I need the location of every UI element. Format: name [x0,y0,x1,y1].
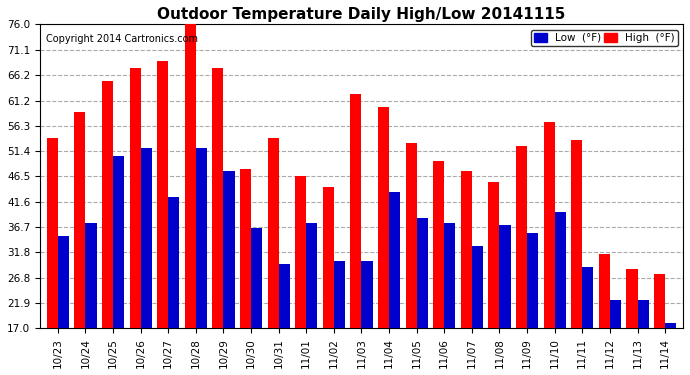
Bar [544,122,555,328]
Bar [86,223,97,328]
Bar [555,213,566,328]
Bar [141,148,152,328]
Bar [279,264,290,328]
Bar [444,223,455,328]
Text: Copyright 2014 Cartronics.com: Copyright 2014 Cartronics.com [46,34,198,44]
Bar [417,217,428,328]
Legend: Low  (°F), High  (°F): Low (°F), High (°F) [531,30,678,46]
Bar [516,146,527,328]
Bar [334,261,345,328]
Bar [157,60,168,328]
Bar [224,171,235,328]
Bar [406,143,417,328]
Bar [268,138,279,328]
Bar [130,68,141,328]
Bar [58,236,69,328]
Bar [306,223,317,328]
Bar [654,274,665,328]
Bar [362,261,373,328]
Title: Outdoor Temperature Daily High/Low 20141115: Outdoor Temperature Daily High/Low 20141… [157,7,566,22]
Bar [571,140,582,328]
Bar [500,225,511,328]
Bar [295,176,306,328]
Bar [489,182,500,328]
Bar [378,107,389,328]
Bar [113,156,124,328]
Bar [240,169,251,328]
Bar [433,161,444,328]
Bar [638,300,649,328]
Bar [527,233,538,328]
Bar [102,81,113,328]
Bar [323,187,334,328]
Bar [599,254,610,328]
Bar [351,94,362,328]
Bar [185,24,196,328]
Bar [665,323,676,328]
Bar [627,269,638,328]
Bar [168,197,179,328]
Bar [213,68,224,328]
Bar [47,138,58,328]
Bar [196,148,207,328]
Bar [582,267,593,328]
Bar [461,171,472,328]
Bar [610,300,621,328]
Bar [389,192,400,328]
Bar [251,228,262,328]
Bar [472,246,483,328]
Bar [75,112,86,328]
